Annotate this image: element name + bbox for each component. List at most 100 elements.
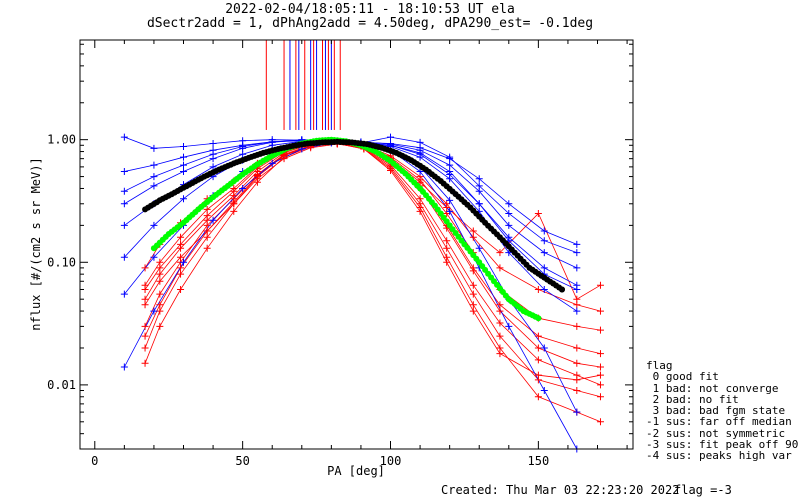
data-point-marker (475, 175, 483, 183)
x-tick-label: 0 (91, 454, 98, 468)
data-point-marker (534, 285, 542, 293)
legend-item: 0 good fit (646, 370, 719, 384)
data-point-marker (180, 258, 188, 266)
data-point-marker (446, 155, 454, 163)
data-point-marker (180, 153, 188, 161)
data-point-marker (573, 249, 581, 257)
fit-curve-dot-black (559, 286, 565, 293)
data-point-marker (573, 307, 581, 315)
data-point-marker (177, 240, 185, 248)
data-point-marker (469, 233, 477, 241)
data-point-marker (180, 142, 188, 150)
flag-value: flag =-3 (674, 483, 732, 497)
data-point-marker (416, 168, 424, 176)
data-point-marker (505, 209, 513, 217)
y-tick-label: 1.00 (47, 133, 76, 147)
data-point-marker (156, 264, 164, 272)
data-point-marker (141, 344, 149, 352)
flag-legend: flag 0 good fit 1 bad: not converge 2 ba… (646, 360, 798, 462)
x-tick-label: 150 (528, 454, 550, 468)
data-point-marker (268, 138, 276, 146)
data-point-marker (573, 376, 581, 384)
data-point-marker (573, 408, 581, 416)
fit-curves (142, 136, 565, 322)
data-point-marker (573, 359, 581, 367)
legend-item: 2 bad: no fit (646, 392, 739, 406)
data-point-marker (540, 264, 548, 272)
data-point-marker (203, 233, 211, 241)
data-point-marker (443, 244, 451, 252)
legend-item: -3 sus: fit peak off 90 (646, 438, 799, 452)
data-point-marker (416, 178, 424, 186)
data-point-marker (505, 233, 513, 241)
data-point-marker (230, 187, 238, 195)
data-point-marker (496, 350, 504, 358)
data-point-marker (505, 249, 513, 257)
data-point-marker (156, 307, 164, 315)
data-point-marker (141, 322, 149, 330)
data-point-marker (496, 301, 504, 309)
data-point-marker (596, 281, 604, 289)
data-point-marker (540, 237, 548, 245)
data-point-marker (156, 277, 164, 285)
data-point-marker (416, 200, 424, 208)
data-point-marker (596, 307, 604, 315)
data-point-marker (387, 167, 395, 175)
data-point-marker (177, 264, 185, 272)
data-point-marker (469, 307, 477, 315)
data-point-marker (446, 207, 454, 215)
data-point-marker (496, 319, 504, 327)
y-tick-label: 0.10 (47, 255, 76, 269)
data-point-marker (540, 285, 548, 293)
data-point-marker (239, 142, 247, 150)
data-point-marker (573, 344, 581, 352)
legend-item: -2 sus: not symmetric (646, 426, 786, 440)
created-timestamp: Created: Thu Mar 03 22:23:20 2022 (441, 483, 680, 497)
data-point-marker (141, 301, 149, 309)
data-point-marker (120, 133, 128, 141)
data-point-marker (239, 184, 247, 192)
data-point-marker (120, 290, 128, 298)
data-point-marker (446, 196, 454, 204)
data-point-marker (416, 207, 424, 215)
data-point-marker (156, 301, 164, 309)
data-point-marker (596, 418, 604, 426)
data-point-marker (505, 221, 513, 229)
data-point-marker (475, 200, 483, 208)
legend-item: -4 sus: peaks high var (646, 449, 792, 463)
data-point-marker (596, 326, 604, 334)
plot-frame (79, 39, 634, 450)
legend-title: flag (646, 359, 673, 372)
data-point-marker (534, 332, 542, 340)
data-point-marker (534, 344, 542, 352)
data-point-marker (534, 371, 542, 379)
data-point-marker (120, 200, 128, 208)
data-point-marker (596, 393, 604, 401)
data-point-marker (156, 270, 164, 278)
data-point-marker (469, 227, 477, 235)
data-point-marker (230, 207, 238, 215)
data-point-marker (534, 209, 542, 217)
data-point-marker (177, 270, 185, 278)
fit-curve-dot-green (535, 315, 542, 322)
data-point-marker (150, 307, 158, 315)
data-point-marker (469, 281, 477, 289)
data-point-marker (443, 258, 451, 266)
data-point-marker (596, 350, 604, 358)
data-point-marker (120, 168, 128, 176)
data-point-marker (177, 253, 185, 261)
data-point-marker (209, 140, 217, 148)
data-point-marker (120, 253, 128, 261)
y-axis-label: nflux [#/(cm2 s sr MeV)] (29, 157, 43, 330)
data-point-marker (150, 173, 158, 181)
data-point-marker (496, 332, 504, 340)
data-point-marker (475, 244, 483, 252)
data-point-marker (596, 381, 604, 389)
data-point-marker (496, 249, 504, 257)
data-point-marker (141, 332, 149, 340)
data-point-marker (141, 264, 149, 272)
data-point-marker (150, 221, 158, 229)
data-point-marker (416, 144, 424, 152)
data-point-marker (475, 182, 483, 190)
